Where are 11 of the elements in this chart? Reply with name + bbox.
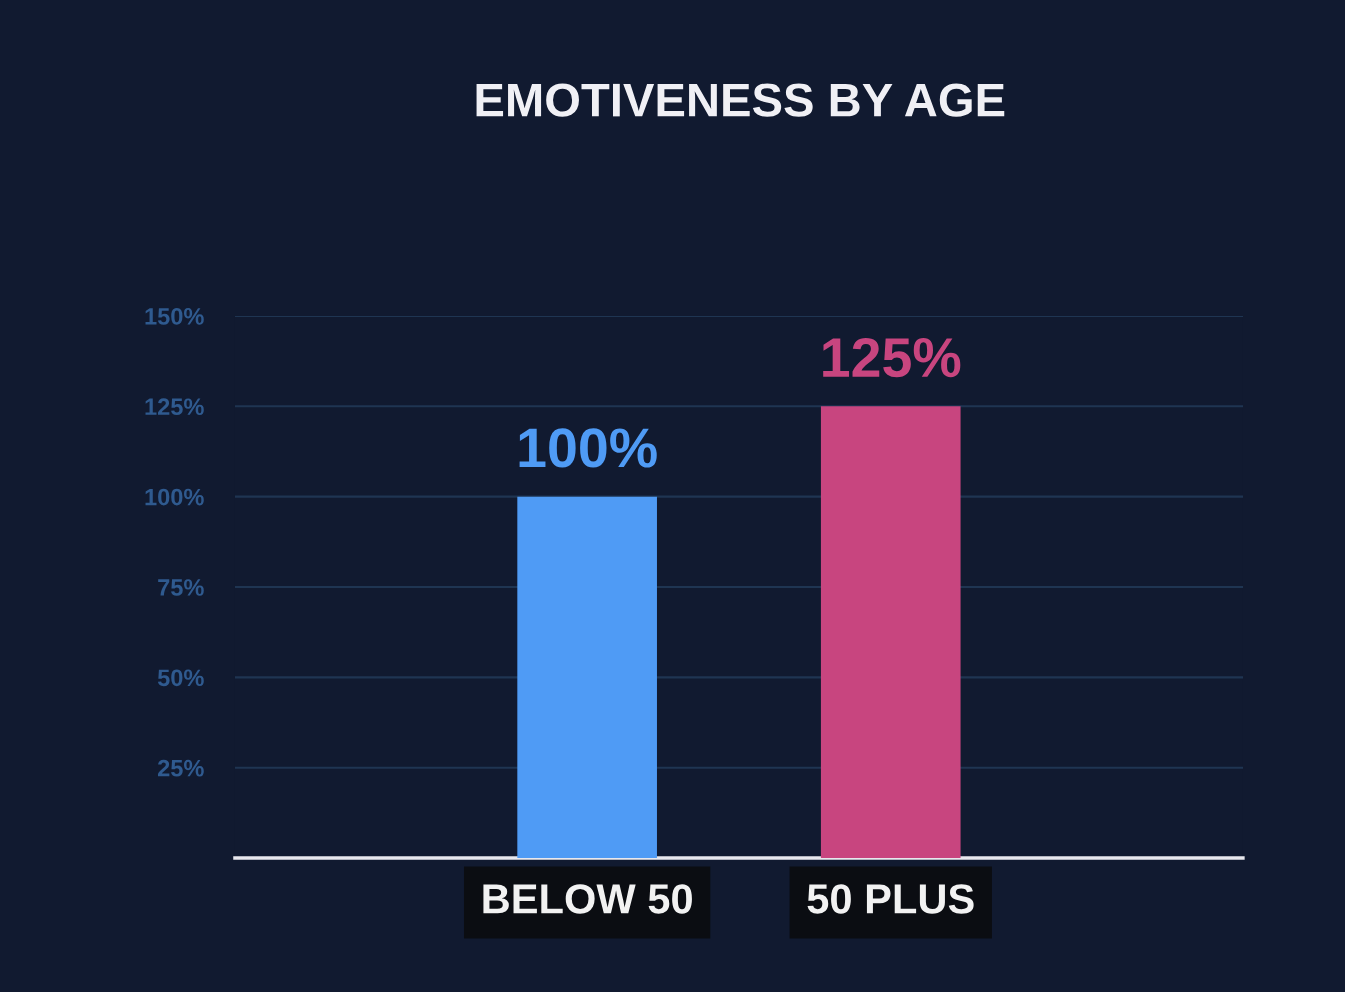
y-tick-label: 25% (157, 759, 204, 777)
y-tick-label: 50% (157, 669, 204, 687)
x-tick-label: BELOW 50 (483, 884, 692, 914)
x-tick-label: 50 PLUS (807, 884, 974, 914)
y-tick-label: 100% (145, 488, 204, 506)
y-tick-label: 150% (145, 308, 204, 325)
data-label: 125% (823, 337, 961, 378)
y-tick-label: 75% (158, 579, 204, 596)
chart-title: EMOTIVENESS BY AGE (476, 83, 1005, 117)
data-label: 100% (519, 428, 657, 468)
y-tick-label: 125% (145, 398, 204, 416)
